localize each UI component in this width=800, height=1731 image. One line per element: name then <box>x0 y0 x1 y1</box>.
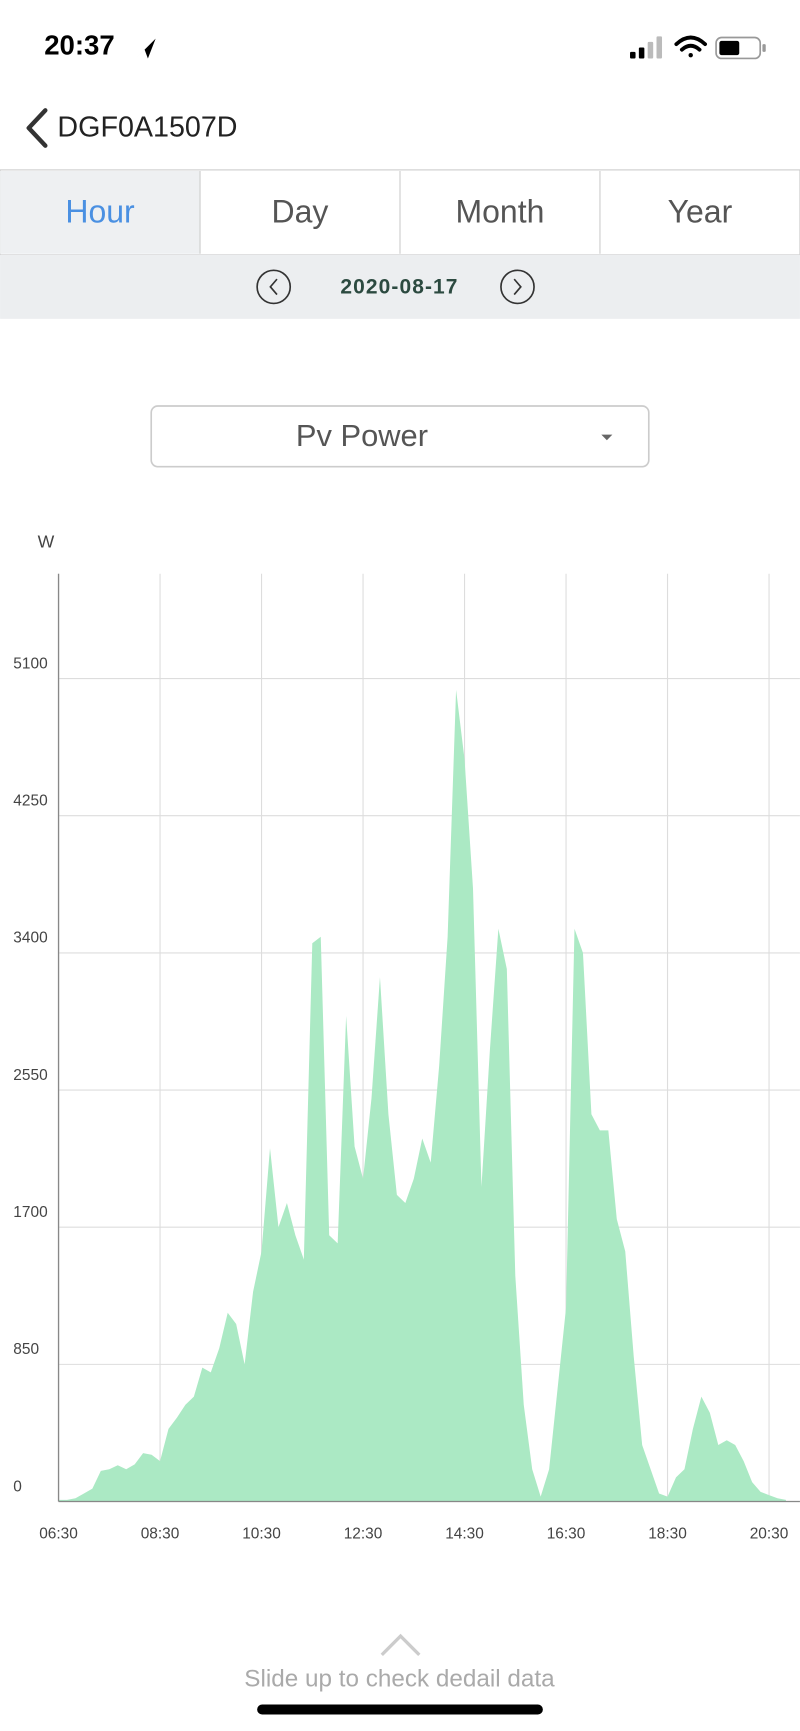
y-tick-label: 3400 <box>13 930 47 947</box>
header-title: DGF0A1507D <box>57 112 237 144</box>
x-tick-label: 08:30 <box>141 1526 180 1543</box>
next-date[interactable] <box>500 269 535 305</box>
x-tick-label: 12:30 <box>344 1526 383 1543</box>
x-tick-label: 18:30 <box>648 1526 687 1543</box>
date-bar <box>0 254 800 319</box>
y-tick-label: 850 <box>13 1341 39 1358</box>
y-tick-label: 0 <box>13 1478 22 1495</box>
battery-icon <box>715 36 766 60</box>
slide-up-arrow[interactable] <box>380 1633 421 1657</box>
x-tick-label: 20:30 <box>750 1526 789 1543</box>
x-tick-label: 10:30 <box>242 1526 281 1543</box>
y-tick-label: 4250 <box>13 792 47 809</box>
wifi-icon <box>674 35 707 58</box>
footer-hint: Slide up to check dedail data <box>244 1666 555 1693</box>
tab[interactable]: Month <box>456 193 545 229</box>
back-button[interactable] <box>26 108 48 148</box>
signal-icon <box>630 36 663 59</box>
date-label: 2020-08-17 <box>340 275 458 298</box>
tab[interactable]: Day <box>272 193 329 229</box>
y-tick-label: 5100 <box>13 655 47 672</box>
area <box>58 689 786 1502</box>
prev-date[interactable] <box>256 269 292 305</box>
home-indicator <box>257 1704 543 1715</box>
dropdown-caret <box>601 434 613 441</box>
y-tick-label: 1700 <box>13 1204 47 1221</box>
dropdown[interactable] <box>150 405 650 468</box>
y-axis-unit: W <box>38 531 55 551</box>
dropdown-label: Pv Power <box>296 418 428 453</box>
x-tick-label: 06:30 <box>39 1526 78 1543</box>
tab-active-bg <box>0 171 200 254</box>
status-time: 20:37 <box>44 30 115 61</box>
tab[interactable]: Hour <box>65 193 135 229</box>
x-tick-label: 14:30 <box>445 1526 484 1543</box>
tab[interactable]: Year <box>668 193 733 229</box>
y-tick-label: 2550 <box>13 1067 47 1084</box>
x-tick-label: 16:30 <box>547 1526 586 1543</box>
location-icon <box>136 38 156 59</box>
